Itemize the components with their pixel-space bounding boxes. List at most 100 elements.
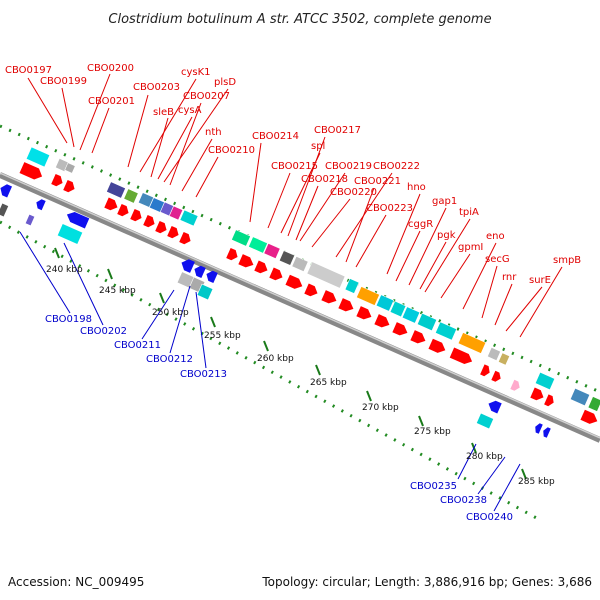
leader-red-6: [150, 117, 169, 178]
forward-gene-arrow-24: [480, 364, 490, 377]
topology-info: Topology: circular; Length: 3,886,916 bp…: [261, 575, 592, 589]
gene-label-cbo0235[interactable]: CBO0235: [410, 481, 457, 492]
label-leaders: [19, 73, 563, 512]
leader-blue-4: [195, 291, 207, 369]
gene-label-cbo0220[interactable]: CBO0220: [330, 187, 377, 198]
gene-label-cbo0217[interactable]: CBO0217: [314, 125, 361, 136]
scale-tick-5: [315, 364, 321, 376]
gene-label-cbo0240[interactable]: CBO0240: [466, 512, 513, 523]
leader-red-11: [195, 156, 219, 198]
leader-blue-7: [493, 463, 521, 512]
leader-red-25: [424, 218, 471, 293]
gene-label-cbo0201[interactable]: CBO0201: [88, 96, 135, 107]
gene-box-0: [25, 146, 51, 168]
gene-label-cbo0197[interactable]: CBO0197: [5, 65, 52, 76]
gene-label-smpb[interactable]: smpB: [553, 255, 581, 266]
leader-blue-2: [141, 289, 175, 340]
gene-label-hno[interactable]: hno: [407, 182, 426, 193]
gene-label-cbo0200[interactable]: CBO0200: [87, 63, 134, 74]
gene-label-spl[interactable]: spl: [311, 141, 325, 152]
gene-box-3: [106, 181, 126, 199]
gene-label-eno[interactable]: eno: [486, 231, 505, 242]
gene-label-cbo0222[interactable]: CBO0222: [373, 161, 420, 172]
gene-label-cbo0199[interactable]: CBO0199: [40, 76, 87, 87]
leader-red-29: [481, 265, 498, 319]
gene-label-cggr[interactable]: cggR: [408, 219, 433, 230]
gene-box-23: [457, 332, 487, 354]
gene-label-cbo0223[interactable]: CBO0223: [366, 203, 413, 214]
gene-box-24: [487, 347, 501, 361]
gene-label-cbo0219[interactable]: CBO0219: [325, 161, 372, 172]
forward-gene-arrow-1: [51, 173, 63, 187]
gene-label-cysa[interactable]: cysA: [178, 105, 202, 116]
scale-tick-3: [210, 316, 216, 328]
gene-label-rnr[interactable]: rnr: [502, 272, 517, 283]
gene-label-cbo0207[interactable]: CBO0207: [183, 91, 230, 102]
scale-label-265: 265 kbp: [310, 378, 347, 388]
gene-label-cbo0210[interactable]: CBO0210: [208, 145, 255, 156]
reverse-labels: CBO0198 CBO0202 CBO0211 CBO0212 CBO0213 …: [45, 314, 513, 523]
gene-label-cbo0202[interactable]: CBO0202: [80, 326, 127, 337]
gene-box-17: [356, 286, 380, 306]
map-title: Clostridium botulinum A str. ATCC 3502, …: [108, 12, 491, 27]
scale-label-280: 280 kbp: [466, 452, 503, 462]
forward-gene-arrow-22: [428, 338, 446, 353]
forward-gene-arrow-12: [254, 260, 268, 274]
gene-label-cbo0214[interactable]: CBO0214: [252, 131, 299, 142]
gene-box-11: [248, 236, 268, 254]
gene-label-cbo0218[interactable]: CBO0218: [301, 174, 348, 185]
gene-label-cbo0221[interactable]: CBO0221: [354, 176, 401, 187]
gene-box-12: [263, 242, 281, 260]
gene-box-26: [534, 371, 556, 391]
leader-red-23: [408, 207, 447, 286]
gene-box-16: [344, 278, 360, 294]
reverse-gene-arrow-1: [36, 199, 46, 211]
gene-box-27: [569, 387, 591, 407]
leader-blue-1: [63, 242, 104, 326]
scale-label-250: 250 kbp: [152, 308, 189, 318]
gene-label-gap1[interactable]: gap1: [432, 196, 457, 207]
reverse-gene-arrow-5: [206, 270, 218, 284]
gene-label-cysk1[interactable]: cysK1: [181, 67, 211, 78]
gene-label-cbo0213[interactable]: CBO0213: [180, 369, 227, 380]
gene-box-34: [0, 202, 10, 218]
gene-box-29: [56, 223, 84, 245]
forward-gene-arrow-17: [338, 298, 354, 312]
forward-gene-arrow-16: [321, 290, 337, 304]
leader-red-19: [345, 187, 375, 263]
gene-label-plsd[interactable]: plsD: [214, 77, 236, 88]
gene-label-cbo0238[interactable]: CBO0238: [440, 495, 487, 506]
gene-box-4: [123, 188, 139, 204]
leader-red-21: [386, 193, 421, 275]
gene-label-cbo0211[interactable]: CBO0211: [114, 340, 161, 351]
gene-label-tpia[interactable]: tpiA: [459, 207, 479, 218]
reverse-gene-arrow-2: [66, 211, 90, 229]
reverse-gene-arrow-7: [535, 423, 543, 434]
gene-label-pgk[interactable]: pgk: [437, 230, 456, 241]
forward-gene-arrow-18: [356, 306, 372, 320]
gene-label-secg[interactable]: secG: [485, 254, 510, 265]
leader-blue-6: [477, 456, 506, 495]
gene-label-cbo0215[interactable]: CBO0215: [271, 161, 318, 172]
scale-label-260: 260 kbp: [257, 354, 294, 364]
gene-label-nth[interactable]: nth: [205, 127, 222, 138]
gene-label-gpmi[interactable]: gpmI: [458, 242, 483, 253]
scale-tick-4: [263, 340, 269, 352]
leader-red-18: [295, 185, 319, 241]
gene-box-25: [497, 352, 511, 366]
leader-blue-0: [19, 231, 71, 314]
gene-label-sleb[interactable]: sleB: [153, 107, 174, 118]
forward-gene-arrow-20: [392, 322, 408, 336]
leader-red-31: [494, 283, 513, 326]
gene-label-cbo0203[interactable]: CBO0203: [133, 82, 180, 93]
gene-label-cbo0198[interactable]: CBO0198: [45, 314, 92, 325]
gene-box-14: [291, 255, 309, 273]
gene-features: [0, 146, 600, 438]
leader-red-12: [249, 142, 262, 223]
scale-label-270: 270 kbp: [362, 403, 399, 413]
gene-label-cbo0212[interactable]: CBO0212: [146, 354, 193, 365]
scale-tick-2: [159, 292, 165, 304]
gene-label-sure[interactable]: surE: [529, 275, 551, 286]
forward-gene-arrow-23: [449, 347, 473, 365]
